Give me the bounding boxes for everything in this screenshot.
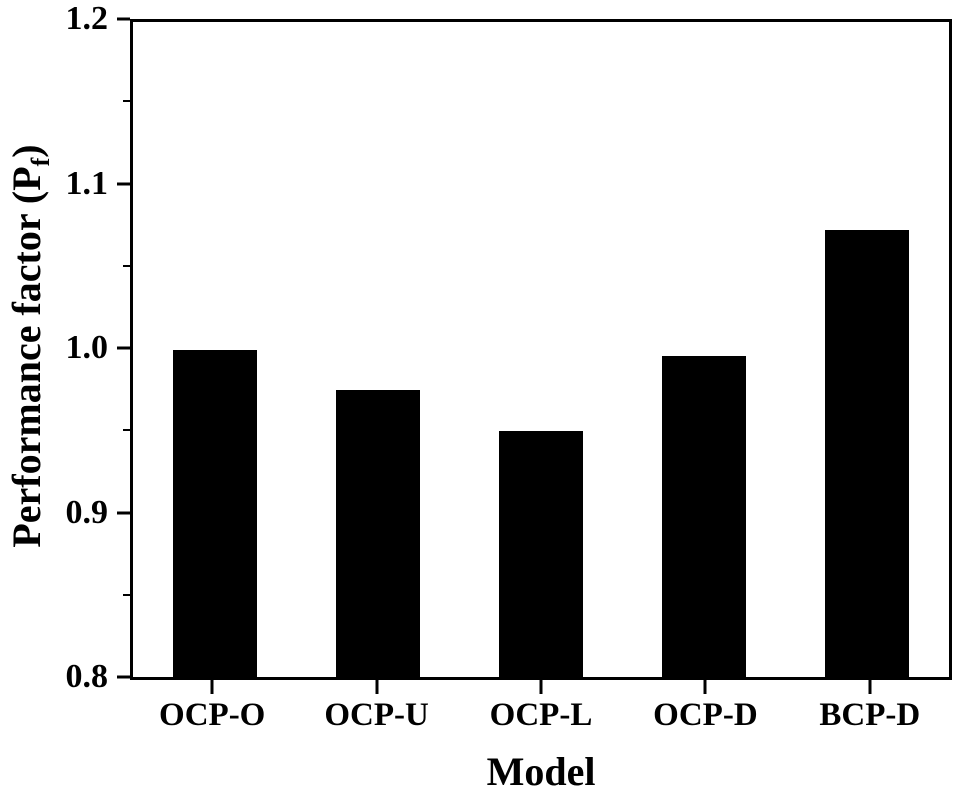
y-minor-tick [123,264,130,267]
y-minor-tick [123,593,130,596]
x-major-tick [703,680,707,694]
y-axis-ticks [117,17,130,679]
y-major-tick [117,346,130,350]
x-tick-label-ocp-d: OCP-D [653,697,758,733]
x-major-tick [375,680,379,694]
y-tick-label: 0.8 [65,658,109,695]
x-axis-tick-labels: OCP-O OCP-U OCP-L OCP-D BCP-D [130,696,952,734]
bar-ocp-u [335,390,420,677]
bar-ocp-d [662,356,747,677]
bar-ocp-o [172,349,257,677]
y-minor-tick [123,429,130,432]
y-tick-label: 1.1 [65,164,109,202]
y-major-tick [117,511,130,514]
y-major-tick [117,675,130,679]
y-major-tick [117,182,130,185]
x-tick-label-bcp-d: BCP-D [819,697,921,733]
bar-bcp-d [825,229,910,677]
y-tick-label: 1.2 [65,0,109,37]
x-major-tick [868,680,872,694]
y-tick-label: 0.9 [65,493,109,531]
y-tick-label: 1.0 [65,329,109,366]
y-major-tick [117,17,130,21]
y-minor-tick [123,100,130,103]
plot-area [130,19,952,680]
x-tick-label-ocp-o: OCP-O [159,697,266,733]
y-axis-tick-labels: 1.2 1.1 1.0 0.9 0.8 [0,2,109,694]
x-axis-ticks [130,680,952,694]
bar-ocp-l [499,431,583,677]
x-major-tick [539,680,543,694]
x-tick-label-ocp-l: OCP-L [489,697,593,733]
x-tick-label-ocp-u: OCP-U [324,697,429,733]
x-axis-title: Model [486,749,596,794]
x-major-tick [210,680,214,694]
